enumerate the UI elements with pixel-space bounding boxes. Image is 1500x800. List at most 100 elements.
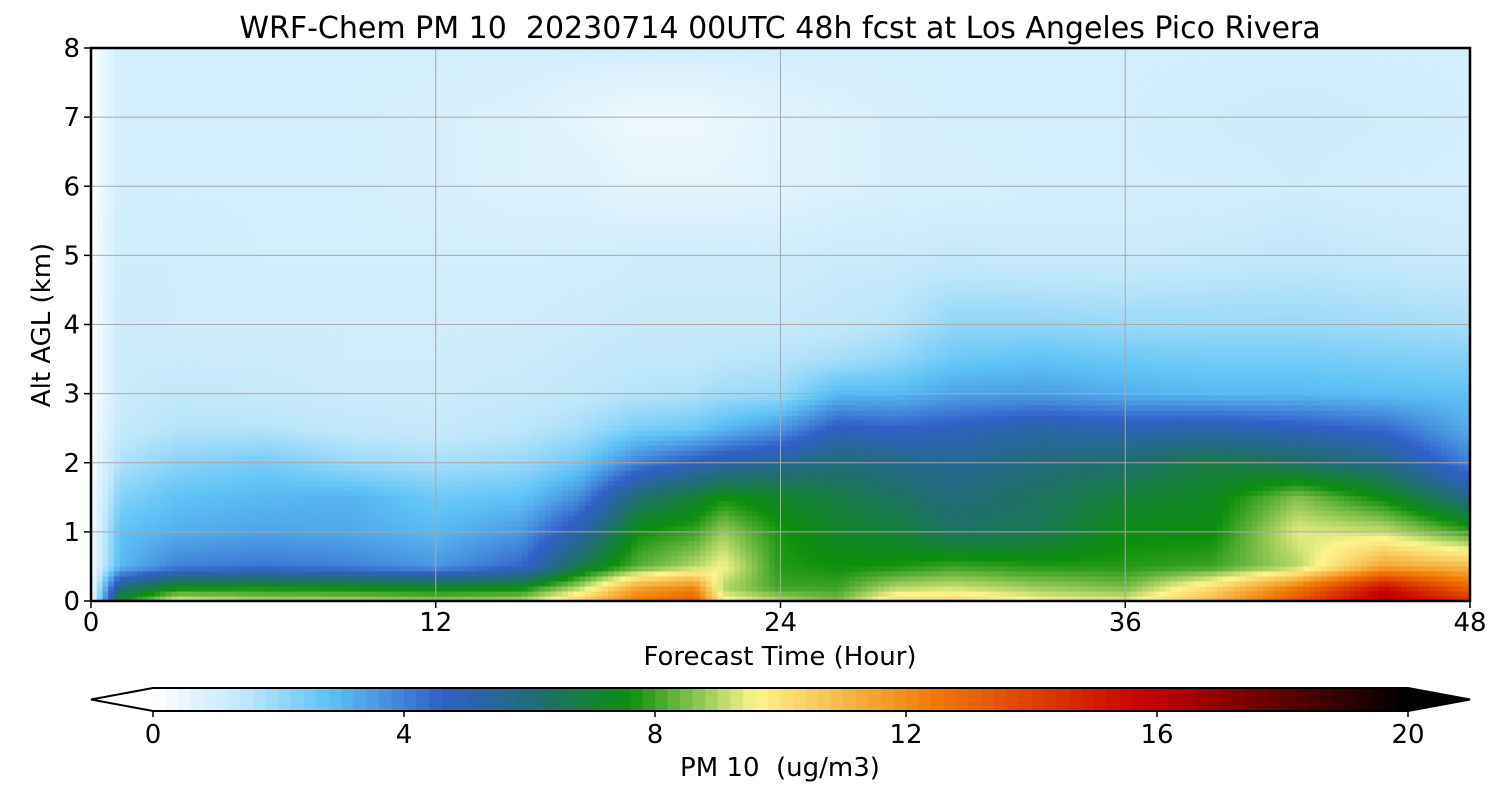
heatmap-cell [326,525,333,532]
heatmap-cell [108,505,115,512]
heatmap-cell [217,490,224,497]
heatmap-cell [182,595,190,601]
heatmap-cell [119,213,127,220]
heatmap-cell [142,404,150,411]
heatmap-cell [188,475,196,481]
heatmap-cell [200,359,207,366]
heatmap-cell [159,73,167,79]
heatmap-cell [280,329,287,336]
heatmap-cell [234,425,241,431]
heatmap-cell [188,188,196,195]
heatmap-cell [257,570,264,577]
heatmap-cell [263,294,270,300]
heatmap-cell [108,93,115,99]
heatmap-cell [292,404,299,411]
heatmap-cell [315,304,322,311]
heatmap-cell [269,339,276,346]
heatmap-cell [200,585,207,592]
heatmap-cell [119,475,127,481]
heatmap-cell [142,279,150,285]
heatmap-cell [326,289,333,295]
heatmap-cell [269,73,276,79]
heatmap-cell [303,108,310,114]
heatmap-cell [286,465,293,471]
heatmap-cell [211,364,219,371]
heatmap-cell [332,495,339,502]
heatmap-cell [234,595,241,601]
heatmap-cell [177,138,184,145]
heatmap-cell [200,339,207,346]
heatmap-cell [119,505,127,512]
heatmap-cell [269,279,276,285]
heatmap-cell [171,359,178,366]
heatmap-cell [200,399,207,406]
heatmap-cell [309,68,316,74]
heatmap-cell [102,510,109,517]
heatmap-cell [159,435,167,441]
heatmap-cell [292,73,299,79]
heatmap-cell [131,123,138,130]
heatmap-cell [102,193,109,200]
heatmap-cell [297,168,305,175]
heatmap-cell [102,168,109,175]
heatmap-cell [280,103,287,109]
heatmap-cell [274,254,282,260]
heatmap-cell [131,480,138,486]
heatmap-cell [200,500,207,507]
heatmap-cell [177,148,184,155]
heatmap-cell [240,550,247,557]
heatmap-cell [343,550,351,557]
heatmap-cell [343,344,351,351]
heatmap-cell [194,520,201,527]
heatmap-cell [108,525,115,532]
heatmap-cell [91,73,98,79]
heatmap-cell [349,545,356,552]
heatmap-cell [257,289,264,295]
heatmap-cell [200,520,207,527]
heatmap-cell [263,555,270,562]
heatmap-cell [286,495,293,502]
heatmap-cell [280,53,287,59]
heatmap-cell [200,455,207,461]
heatmap-cell [269,535,276,542]
heatmap-cell [343,153,351,160]
heatmap-cell [96,168,104,175]
heatmap-cell [280,188,287,195]
heatmap-cell [274,178,282,185]
heatmap-cell [343,595,351,601]
heatmap-cell [234,485,241,491]
heatmap-cell [223,500,230,507]
heatmap-cell [257,545,264,552]
heatmap-cell [96,435,104,441]
heatmap-cell [251,535,259,542]
heatmap-cell [297,480,305,486]
heatmap-cell [234,575,241,582]
heatmap-cell [182,450,190,456]
heatmap-cell [91,193,98,200]
heatmap-cell [159,48,167,54]
heatmap-cell [240,560,247,567]
heatmap-cell [108,108,115,114]
heatmap-cell [280,510,287,517]
heatmap-cell [119,520,127,527]
heatmap-cell [286,580,293,587]
heatmap-cell [159,58,167,64]
heatmap-cell [119,68,127,74]
heatmap-cell [113,485,121,491]
heatmap-cell [303,384,310,391]
heatmap-cell [205,389,213,396]
heatmap-cell [91,158,98,165]
heatmap-cell [251,58,259,64]
heatmap-cell [131,218,138,225]
heatmap-cell [257,530,264,537]
heatmap-cell [102,485,109,491]
heatmap-cell [338,590,345,597]
heatmap-cell [303,550,310,557]
heatmap-cell [148,480,155,486]
heatmap-cell [182,309,190,316]
heatmap-cell [119,153,127,160]
heatmap-cell [194,264,201,270]
heatmap-cell [343,480,351,486]
heatmap-cell [286,359,293,366]
heatmap-cell [113,334,121,341]
